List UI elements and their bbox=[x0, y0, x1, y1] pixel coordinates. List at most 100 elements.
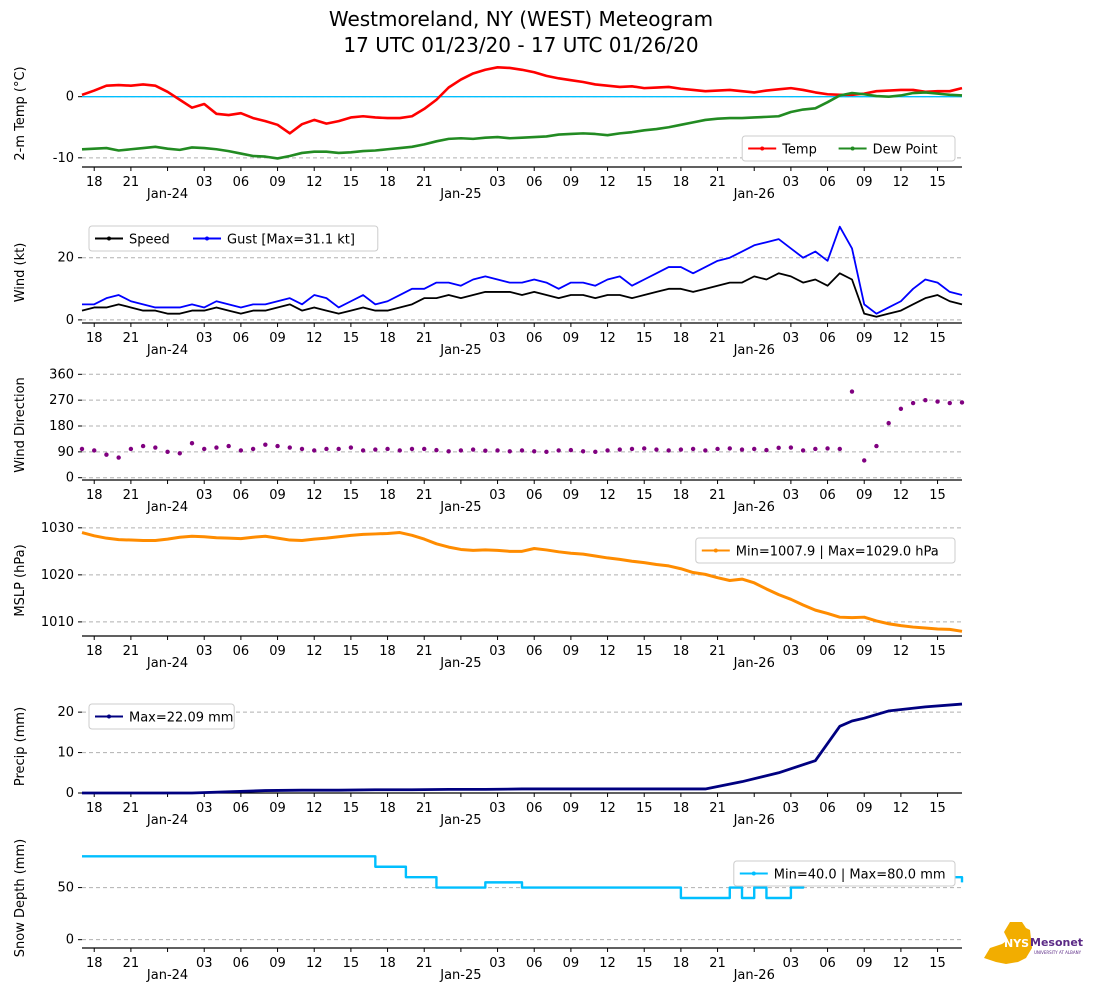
legend-label: Min=40.0 | Max=80.0 mm bbox=[774, 868, 946, 883]
legend: Speed Gust [Max=31.1 kt] bbox=[88, 225, 379, 252]
x-tick-label: 09 bbox=[856, 801, 873, 816]
x-tick-label: 21 bbox=[123, 644, 140, 659]
direction-point bbox=[898, 406, 904, 411]
logo-nys-text: NYS bbox=[1004, 937, 1029, 950]
direction-point bbox=[800, 448, 806, 453]
x-tick-label: 03 bbox=[489, 175, 506, 190]
x-tick-label: 21 bbox=[709, 175, 726, 190]
x-day-label: Jan-25 bbox=[439, 968, 481, 983]
legend: Temp Dew Point bbox=[741, 135, 956, 162]
x-tick-label: 06 bbox=[819, 488, 836, 503]
x-tick-label: 18 bbox=[379, 331, 396, 346]
direction-point bbox=[764, 447, 769, 453]
x-tick-label: 09 bbox=[856, 331, 873, 346]
x-tick-label: 03 bbox=[489, 801, 506, 816]
x-tick-label: 18 bbox=[379, 801, 396, 816]
x-tick-label: 15 bbox=[343, 175, 360, 190]
y-tick-label: 270 bbox=[49, 393, 74, 408]
x-tick-label: 09 bbox=[269, 331, 286, 346]
series-line-gust bbox=[82, 225, 963, 315]
x-tick-label: 15 bbox=[636, 331, 653, 346]
x-tick-label: 06 bbox=[233, 331, 250, 346]
x-tick-label: 12 bbox=[599, 644, 616, 659]
panel-mslp: 1010 1020 1030 MSLP (hPa) 18 21 03 06 09 12 15 18 21… bbox=[13, 521, 963, 671]
direction-point bbox=[690, 446, 696, 452]
x-tick-label: 09 bbox=[563, 801, 580, 816]
x-tick-label: 18 bbox=[379, 644, 396, 659]
x-tick-label: 12 bbox=[306, 956, 323, 971]
direction-point bbox=[446, 449, 451, 454]
x-tick-label: 18 bbox=[379, 956, 396, 971]
x-tick-label: 03 bbox=[783, 331, 800, 346]
x-tick-label: 03 bbox=[489, 956, 506, 971]
direction-point bbox=[385, 446, 390, 452]
x-tick-label: 18 bbox=[86, 331, 103, 346]
x-tick-label: 09 bbox=[563, 175, 580, 190]
direction-point bbox=[177, 451, 182, 456]
legend-label: Speed bbox=[129, 233, 170, 248]
legend: Min=40.0 | Max=80.0 mm bbox=[733, 860, 956, 887]
y-tick-label: 0 bbox=[66, 933, 74, 948]
legend: Max=22.09 mm bbox=[88, 703, 235, 730]
x-tick-label: 12 bbox=[599, 488, 616, 503]
y-tick-label: 0 bbox=[66, 471, 74, 486]
x-day-label: Jan-25 bbox=[439, 343, 481, 358]
x-tick-label: 06 bbox=[233, 956, 250, 971]
x-tick-label: 21 bbox=[709, 331, 726, 346]
legend-label: Max=22.09 mm bbox=[129, 711, 233, 726]
x-tick-label: 03 bbox=[783, 956, 800, 971]
x-day-label: Jan-26 bbox=[733, 343, 775, 358]
x-day-label: Jan-24 bbox=[146, 968, 188, 983]
x-tick-label: 03 bbox=[196, 175, 213, 190]
x-tick-label: 12 bbox=[893, 956, 910, 971]
direction-point bbox=[104, 452, 109, 457]
x-tick-label: 21 bbox=[123, 488, 140, 503]
x-tick-label: 12 bbox=[893, 488, 910, 503]
logo-subtitle-text: UNIVERSITY AT ALBANY bbox=[1034, 950, 1082, 955]
y-axis-label: MSLP (hPa) bbox=[13, 544, 28, 616]
x-tick-label: 15 bbox=[636, 956, 653, 971]
x-tick-label: 18 bbox=[673, 956, 690, 971]
x-tick-label: 03 bbox=[196, 956, 213, 971]
y-tick-label: 180 bbox=[49, 419, 74, 434]
x-tick-label: 12 bbox=[599, 331, 616, 346]
x-tick-label: 09 bbox=[269, 175, 286, 190]
series-line-dew-point bbox=[81, 91, 963, 160]
x-tick-label: 06 bbox=[819, 956, 836, 971]
x-tick-label: 06 bbox=[526, 331, 543, 346]
x-day-label: Jan-24 bbox=[146, 656, 188, 671]
y-axis-label: Precip (mm) bbox=[13, 707, 28, 786]
x-tick-label: 09 bbox=[856, 956, 873, 971]
direction-point bbox=[226, 443, 231, 449]
x-tick-label: 18 bbox=[86, 644, 103, 659]
y-tick-label: 90 bbox=[57, 445, 74, 460]
direction-point bbox=[544, 449, 549, 455]
legend-marker bbox=[850, 146, 855, 151]
x-tick-label: 06 bbox=[233, 801, 250, 816]
x-tick-label: 18 bbox=[86, 488, 103, 503]
x-tick-label: 09 bbox=[563, 956, 580, 971]
legend-box bbox=[695, 537, 956, 564]
direction-point bbox=[140, 443, 146, 449]
legend-box bbox=[733, 860, 956, 887]
direction-point bbox=[617, 447, 622, 452]
x-tick-label: 21 bbox=[123, 175, 140, 190]
direction-point bbox=[666, 448, 671, 453]
x-tick-label: 06 bbox=[526, 644, 543, 659]
x-tick-label: 06 bbox=[526, 175, 543, 190]
x-day-label: Jan-25 bbox=[439, 500, 481, 515]
x-tick-label: 12 bbox=[599, 175, 616, 190]
y-axis-label: Wind Direction bbox=[13, 377, 28, 473]
x-tick-label: 15 bbox=[343, 331, 360, 346]
x-tick-label: 12 bbox=[893, 644, 910, 659]
direction-point bbox=[593, 449, 598, 455]
direction-point bbox=[153, 445, 158, 450]
direction-point bbox=[495, 448, 500, 453]
panel-wind: 0 20 Wind (kt) 18 21 03 06 09 12 15 18 21 03 06 09 12 15… bbox=[13, 225, 963, 358]
legend-label: Min=1007.9 | Max=1029.0 hPa bbox=[736, 545, 939, 560]
direction-point bbox=[373, 447, 378, 452]
x-day-label: Jan-25 bbox=[439, 656, 481, 671]
legend-marker bbox=[713, 548, 718, 553]
direction-point bbox=[116, 455, 121, 460]
